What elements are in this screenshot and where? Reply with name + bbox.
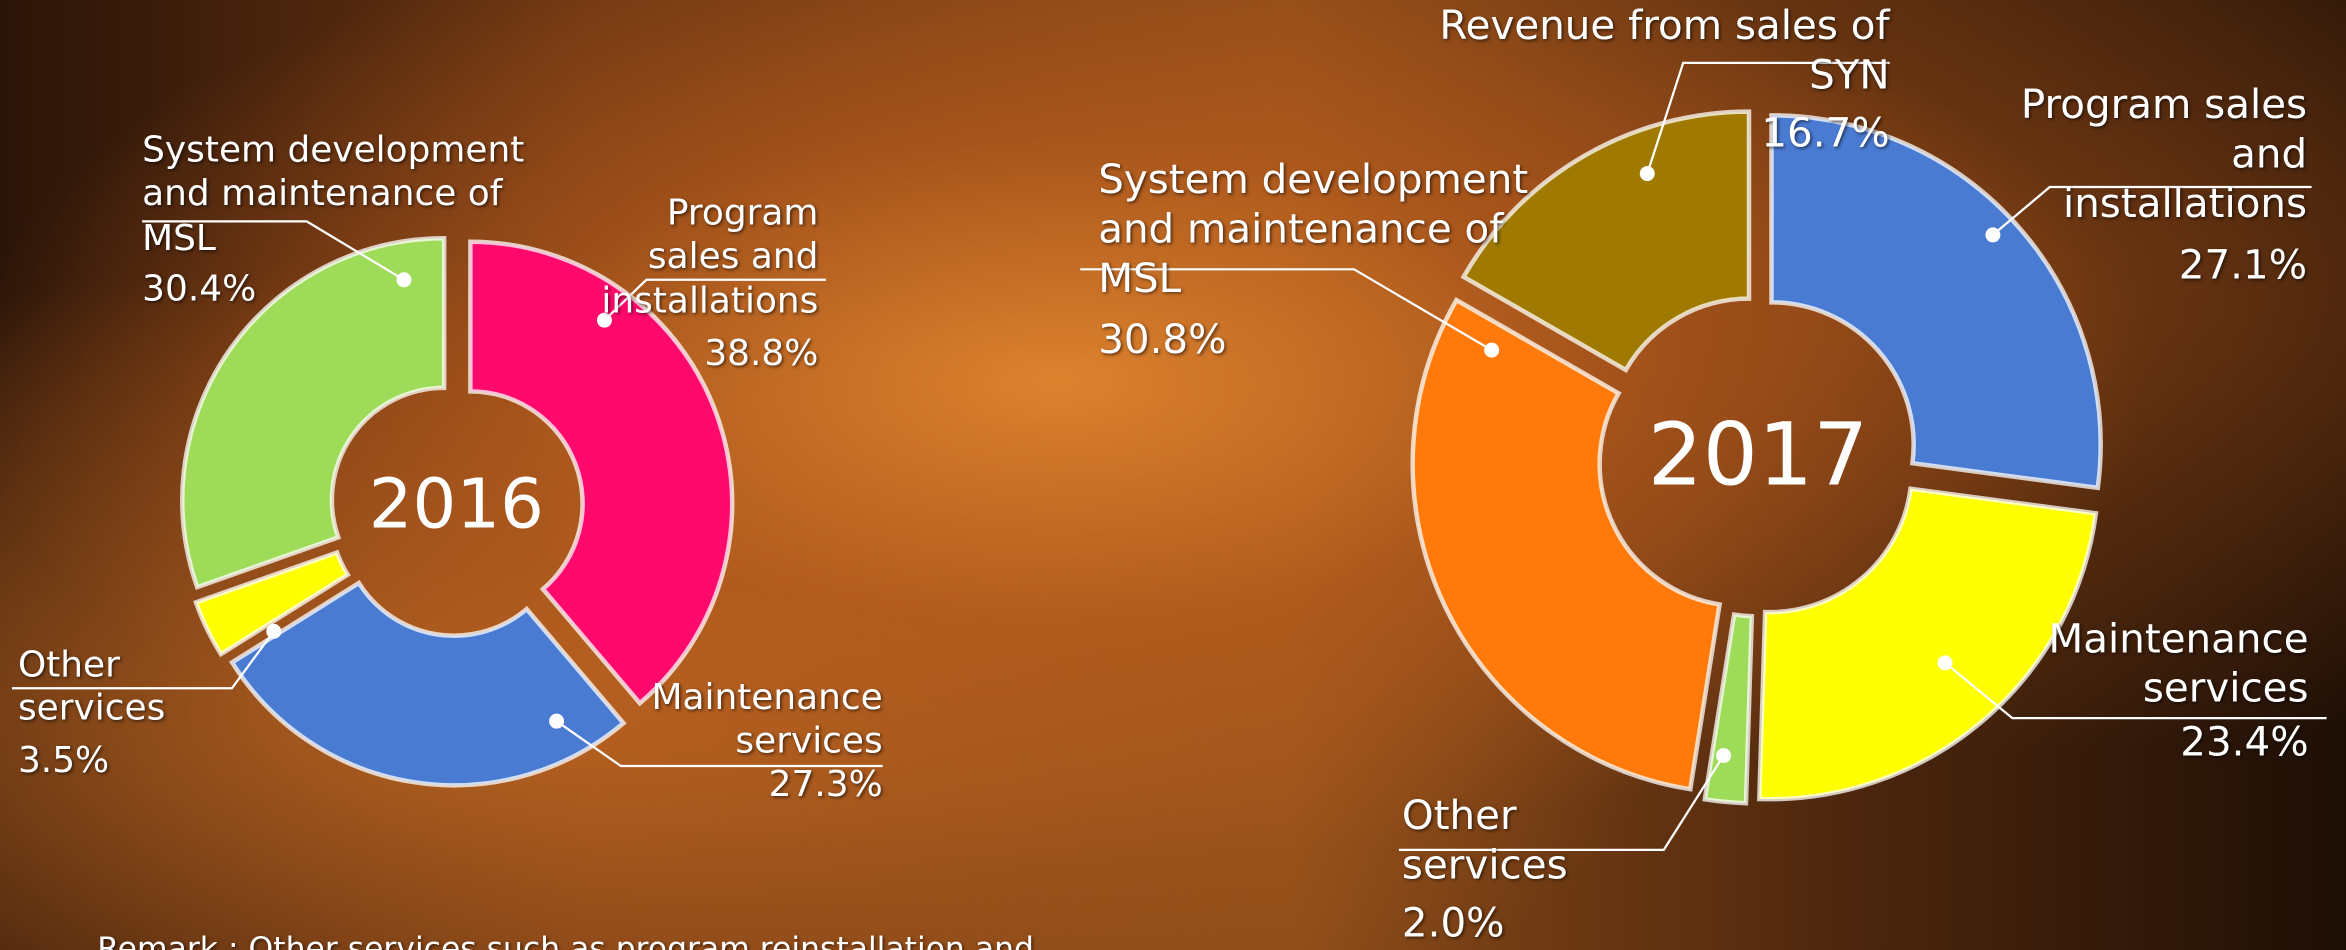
donut-wedge [1460, 109, 1752, 374]
leader-dot [596, 312, 612, 328]
donut-wedge [228, 579, 627, 788]
leader-dot [396, 272, 412, 288]
leader-line [1992, 185, 2312, 236]
donut-wedge [468, 239, 735, 707]
leader-dot [1937, 655, 1953, 671]
leader-line [1398, 754, 1725, 851]
value-label: 38.8% [704, 332, 819, 375]
leader-dot [549, 713, 565, 729]
leader-dot [1639, 166, 1655, 182]
donut-wedge [180, 235, 447, 591]
remark: Remark : Other services such as program … [97, 930, 1034, 950]
center-title: 2017 [1648, 405, 1869, 506]
value-label: 27.1% [2178, 242, 2308, 289]
leader-dot [1716, 748, 1732, 764]
leader-line [1944, 661, 2327, 720]
category-label: Program sales and installations [601, 191, 819, 321]
leader-line [11, 630, 275, 690]
leader-dot [1484, 342, 1500, 358]
category-label: System development and maintenance of MS… [1098, 157, 1529, 303]
leader-line [603, 278, 826, 321]
donut-wedge [1756, 486, 2099, 802]
category-label: System development and maintenance of MS… [142, 128, 525, 259]
donut-wedge [1769, 113, 2103, 491]
value-label: 3.5% [17, 739, 110, 782]
category-label: Program sales and installations [2020, 82, 2308, 228]
value-label: 23.4% [2180, 719, 2309, 767]
leader-line [1646, 61, 1890, 174]
category-label: Maintenance services [651, 676, 883, 762]
leader-line [555, 720, 883, 768]
value-label: 27.3% [768, 763, 883, 805]
category-label: Revenue from sales of SYN [1439, 2, 1890, 99]
leader-dot [1985, 227, 2001, 243]
donut-wedge [193, 549, 351, 658]
value-label: 16.7% [1761, 110, 1890, 158]
category-label: Maintenance services [2048, 616, 2309, 713]
center-title: 2016 [369, 465, 544, 545]
value-label: 30.4% [142, 267, 257, 310]
category-label: Other services [1401, 792, 1568, 889]
value-label: 2.0% [1401, 900, 1505, 948]
category-label: Other services [17, 643, 166, 730]
leader-line [1080, 268, 1493, 352]
leader-line [142, 220, 405, 281]
donut-wedge [1410, 297, 1723, 792]
leader-dot [266, 623, 282, 639]
value-label: 30.8% [1098, 317, 1227, 364]
